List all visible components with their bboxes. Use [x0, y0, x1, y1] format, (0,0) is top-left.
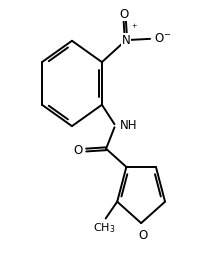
Text: N: N — [122, 34, 130, 47]
Text: O$^{-}$: O$^{-}$ — [154, 32, 171, 45]
Text: NH: NH — [120, 119, 137, 132]
Text: CH$_3$: CH$_3$ — [93, 222, 116, 235]
Text: O: O — [73, 144, 83, 157]
Text: $^{+}$: $^{+}$ — [131, 23, 138, 33]
Text: O: O — [138, 229, 147, 242]
Text: O: O — [120, 8, 129, 21]
